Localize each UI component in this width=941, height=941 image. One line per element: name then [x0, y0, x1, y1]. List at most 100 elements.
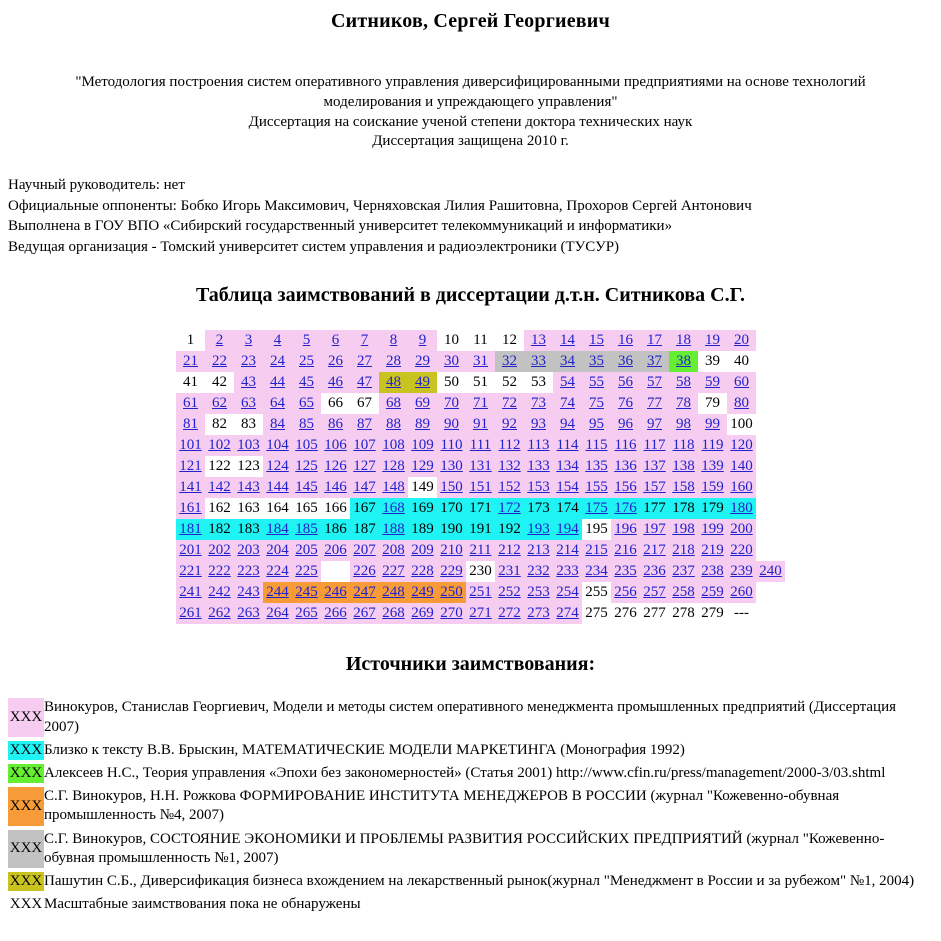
- page-link[interactable]: 216: [614, 542, 637, 559]
- page-link[interactable]: 265: [295, 605, 318, 622]
- page-link[interactable]: 158: [672, 479, 695, 496]
- grid-cell-page-260[interactable]: 260: [727, 582, 756, 604]
- grid-cell-page-77[interactable]: 77: [640, 393, 669, 415]
- page-link[interactable]: 214: [556, 542, 579, 559]
- page-link[interactable]: 56: [618, 374, 633, 391]
- grid-cell-page-78[interactable]: 78: [669, 393, 698, 415]
- page-link[interactable]: 104: [266, 437, 289, 454]
- page-link[interactable]: 221: [179, 563, 202, 580]
- grid-cell-page-194[interactable]: 194: [553, 519, 582, 541]
- page-link[interactable]: 102: [208, 437, 231, 454]
- grid-cell-page-37[interactable]: 37: [640, 351, 669, 373]
- grid-cell-page-263[interactable]: 263: [234, 603, 263, 625]
- page-link[interactable]: 86: [328, 416, 343, 433]
- grid-cell-page-266[interactable]: 266: [321, 603, 350, 625]
- page-link[interactable]: 160: [730, 479, 753, 496]
- page-link[interactable]: 258: [672, 584, 695, 601]
- grid-cell-page-212[interactable]: 212: [495, 540, 524, 562]
- grid-cell-page-243[interactable]: 243: [234, 582, 263, 604]
- grid-cell-page-228[interactable]: 228: [408, 561, 437, 583]
- page-link[interactable]: 129: [411, 458, 434, 475]
- page-link[interactable]: 250: [440, 584, 463, 601]
- grid-cell-page-231[interactable]: 231: [495, 561, 524, 583]
- grid-cell-page-202[interactable]: 202: [205, 540, 234, 562]
- page-link[interactable]: 161: [179, 500, 202, 517]
- page-link[interactable]: 201: [179, 542, 202, 559]
- grid-cell-page-239[interactable]: 239: [727, 561, 756, 583]
- page-link[interactable]: 137: [643, 458, 666, 475]
- grid-cell-page-106[interactable]: 106: [321, 435, 350, 457]
- grid-cell-page-44[interactable]: 44: [263, 372, 292, 394]
- page-link[interactable]: 145: [295, 479, 318, 496]
- page-link[interactable]: 188: [382, 521, 405, 538]
- grid-cell-page-156[interactable]: 156: [611, 477, 640, 499]
- grid-cell-page-258[interactable]: 258: [669, 582, 698, 604]
- grid-cell-page-46[interactable]: 46: [321, 372, 350, 394]
- page-link[interactable]: 267: [353, 605, 376, 622]
- page-link[interactable]: 257: [643, 584, 666, 601]
- page-link[interactable]: 211: [469, 542, 492, 559]
- grid-cell-page-244[interactable]: 244: [263, 582, 292, 604]
- grid-cell-page-29[interactable]: 29: [408, 351, 437, 373]
- grid-cell-page-211[interactable]: 211: [466, 540, 495, 562]
- page-link[interactable]: 147: [353, 479, 376, 496]
- grid-cell-page-68[interactable]: 68: [379, 393, 408, 415]
- grid-cell-page-48[interactable]: 48: [379, 372, 408, 394]
- page-link[interactable]: 238: [701, 563, 724, 580]
- page-link[interactable]: 62: [212, 395, 227, 412]
- grid-cell-page-63[interactable]: 63: [234, 393, 263, 415]
- page-link[interactable]: 99: [705, 416, 720, 433]
- page-link[interactable]: 151: [469, 479, 492, 496]
- grid-cell-page-96[interactable]: 96: [611, 414, 640, 436]
- page-link[interactable]: 84: [270, 416, 285, 433]
- grid-cell-page-148[interactable]: 148: [379, 477, 408, 499]
- grid-cell-page-245[interactable]: 245: [292, 582, 321, 604]
- grid-cell-page-227[interactable]: 227: [379, 561, 408, 583]
- page-link[interactable]: 226: [353, 563, 376, 580]
- grid-cell-page-20[interactable]: 20: [727, 330, 756, 352]
- page-link[interactable]: 110: [440, 437, 463, 454]
- page-link[interactable]: 95: [589, 416, 604, 433]
- grid-cell-page-3[interactable]: 3: [234, 330, 263, 352]
- grid-cell-page-90[interactable]: 90: [437, 414, 466, 436]
- page-link[interactable]: 76: [618, 395, 633, 412]
- page-link[interactable]: 134: [556, 458, 579, 475]
- page-link[interactable]: 87: [357, 416, 372, 433]
- page-link[interactable]: 106: [324, 437, 347, 454]
- grid-cell-page-112[interactable]: 112: [495, 435, 524, 457]
- page-link[interactable]: 37: [647, 353, 662, 370]
- page-link[interactable]: 208: [382, 542, 405, 559]
- grid-cell-page-129[interactable]: 129: [408, 456, 437, 478]
- grid-cell-page-43[interactable]: 43: [234, 372, 263, 394]
- grid-cell-page-271[interactable]: 271: [466, 603, 495, 625]
- grid-cell-page-180[interactable]: 180: [727, 498, 756, 520]
- page-link[interactable]: 139: [701, 458, 724, 475]
- page-link[interactable]: 2: [215, 332, 224, 349]
- page-link[interactable]: 38: [676, 353, 691, 370]
- grid-cell-page-109[interactable]: 109: [408, 435, 437, 457]
- grid-cell-page-161[interactable]: 161: [176, 498, 205, 520]
- page-link[interactable]: 142: [208, 479, 231, 496]
- grid-cell-page-269[interactable]: 269: [408, 603, 437, 625]
- grid-cell-page-199[interactable]: 199: [698, 519, 727, 541]
- page-link[interactable]: 19: [705, 332, 720, 349]
- grid-cell-page-45[interactable]: 45: [292, 372, 321, 394]
- page-link[interactable]: 235: [614, 563, 637, 580]
- page-link[interactable]: 204: [266, 542, 289, 559]
- page-link[interactable]: 14: [560, 332, 575, 349]
- grid-cell-page-273[interactable]: 273: [524, 603, 553, 625]
- page-link[interactable]: 112: [498, 437, 521, 454]
- page-link[interactable]: 184: [266, 521, 289, 538]
- page-link[interactable]: 24: [270, 353, 285, 370]
- grid-cell-page-93[interactable]: 93: [524, 414, 553, 436]
- grid-cell-page-73[interactable]: 73: [524, 393, 553, 415]
- grid-cell-page-139[interactable]: 139: [698, 456, 727, 478]
- grid-cell-page-237[interactable]: 237: [669, 561, 698, 583]
- grid-cell-page-251[interactable]: 251: [466, 582, 495, 604]
- page-link[interactable]: 92: [502, 416, 517, 433]
- grid-cell-page-111[interactable]: 111: [466, 435, 495, 457]
- grid-cell-page-75[interactable]: 75: [582, 393, 611, 415]
- page-link[interactable]: 15: [589, 332, 604, 349]
- grid-cell-page-256[interactable]: 256: [611, 582, 640, 604]
- grid-cell-page-121[interactable]: 121: [176, 456, 205, 478]
